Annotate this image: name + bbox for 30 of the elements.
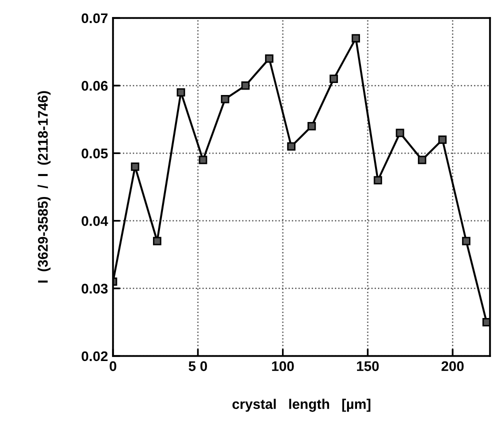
point	[287, 142, 296, 151]
point	[352, 34, 360, 42]
point	[130, 162, 140, 171]
y-tick-label: 0.05	[82, 148, 108, 158]
point	[198, 156, 208, 164]
point	[396, 128, 404, 138]
point	[482, 318, 490, 326]
y-tick-label: 0.03	[82, 284, 108, 294]
point	[220, 94, 230, 104]
point	[176, 88, 186, 97]
point	[241, 81, 250, 90]
x-tick-label: 0	[110, 361, 116, 372]
y-tick-label: 0.07	[82, 13, 108, 24]
point	[462, 236, 470, 246]
x-tick-label: 5 0	[188, 361, 207, 372]
x-tick-label: 200	[442, 361, 464, 372]
point	[265, 54, 274, 63]
point	[152, 236, 162, 246]
y-tick-label: 0.06	[82, 80, 108, 91]
x-axis-title: crystal length [µm]	[232, 398, 370, 412]
point	[374, 176, 382, 184]
y-tick-label: 0.04	[82, 216, 108, 226]
point	[330, 74, 338, 84]
point	[308, 122, 316, 130]
x-tick-label: 150	[357, 361, 379, 372]
point	[438, 136, 447, 144]
y-axis-title: I (3629-3585) / I (2118-1746)	[38, 91, 51, 283]
point	[418, 156, 426, 164]
y-tick-label: 0.02	[82, 351, 108, 362]
x-tick-label: 100	[272, 361, 294, 372]
